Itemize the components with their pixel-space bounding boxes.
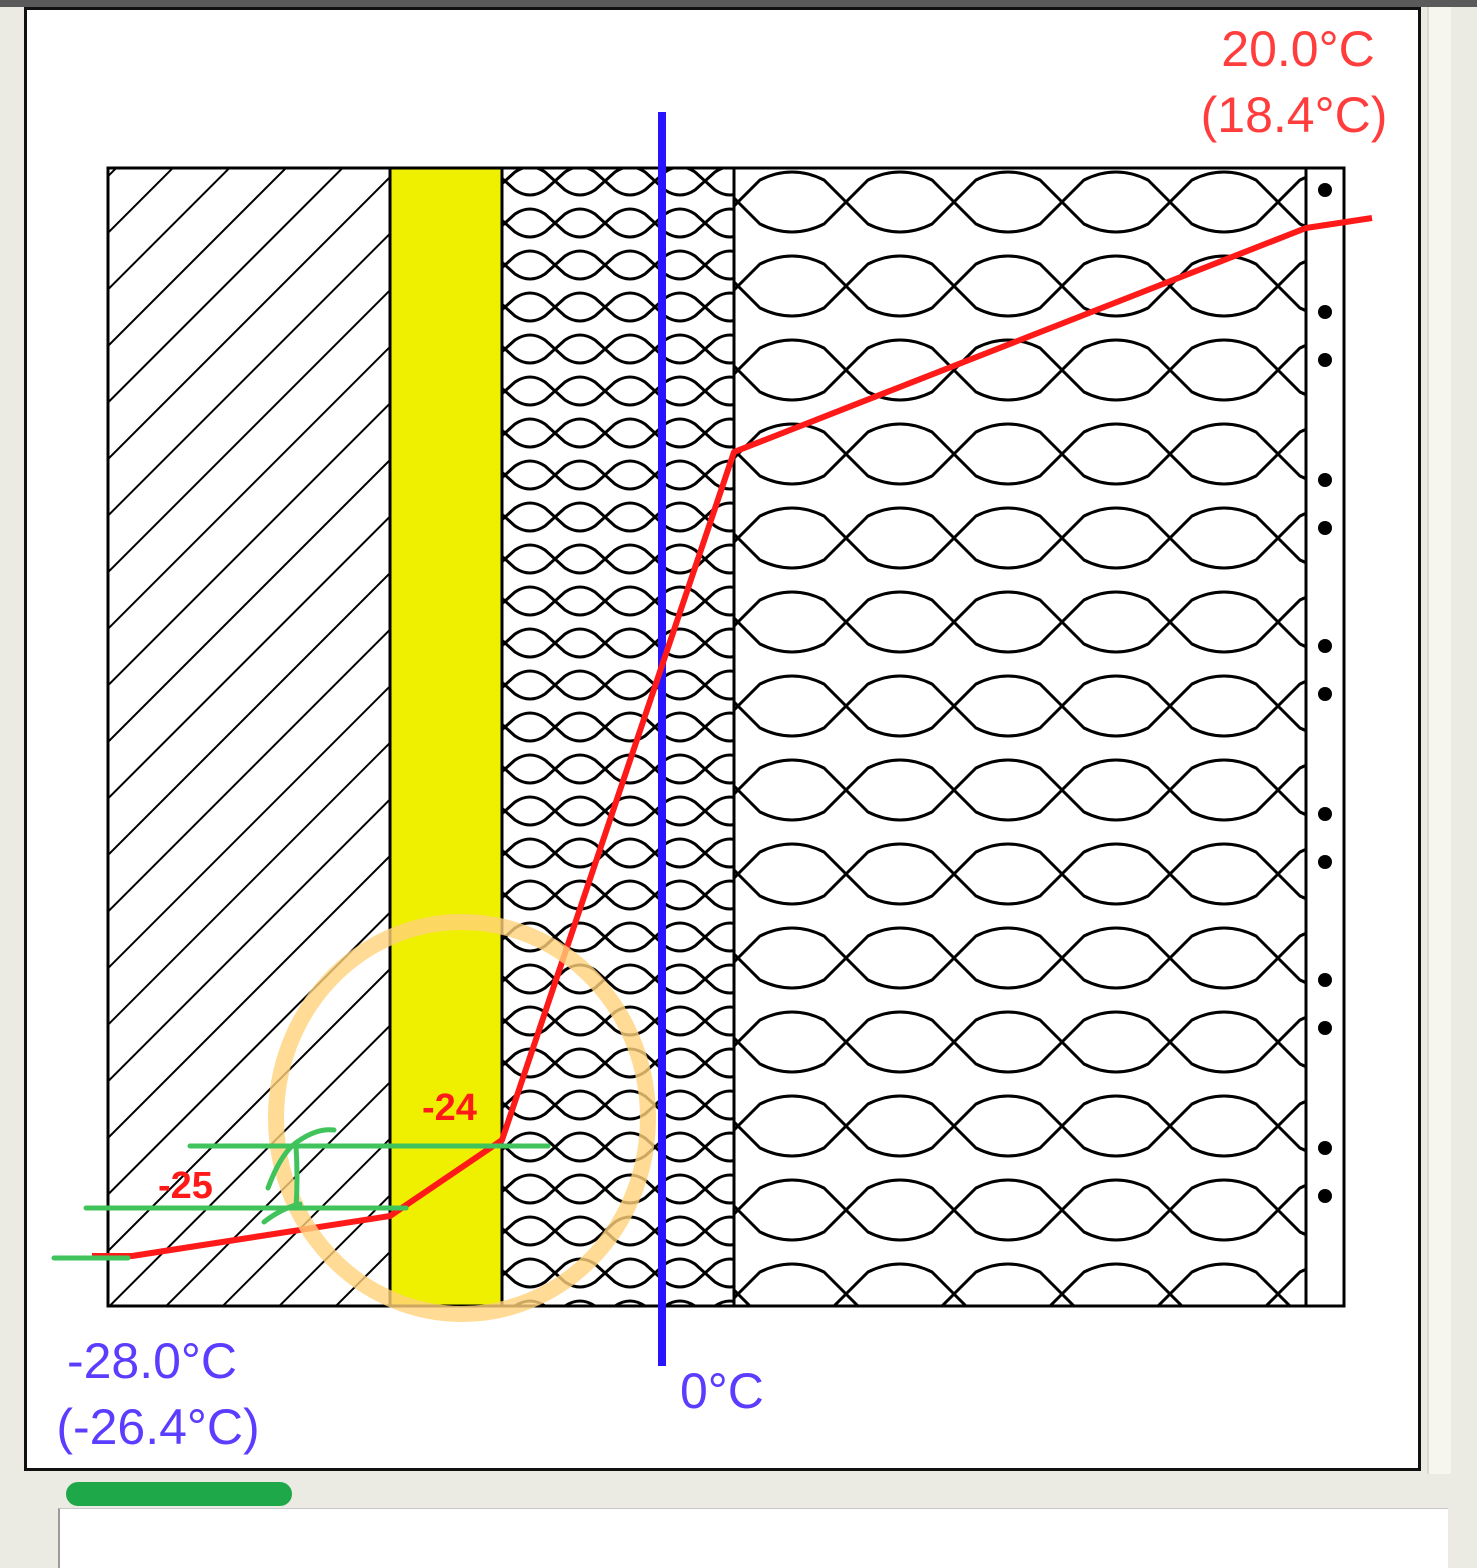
wall-outline — [106, 166, 1346, 1308]
inside-temp-alt-label: (18.4°C) — [1201, 87, 1388, 143]
outside-temp-label: -28.0°C — [67, 1333, 237, 1389]
zero-degree-label: 0°C — [680, 1363, 764, 1419]
annotation-mark-lower: -25 — [158, 1165, 213, 1207]
membrane-layer — [390, 168, 502, 1306]
temperature-curve — [92, 215, 1373, 1259]
insulation-layer-inner — [502, 168, 734, 1306]
horizontal-scroll-thumb[interactable] — [66, 1482, 292, 1506]
annotation-circle — [268, 914, 656, 1322]
insulation-layer-outer — [734, 168, 1306, 1306]
annotation-marks — [51, 1127, 551, 1261]
right-scrollbar-track[interactable] — [1427, 7, 1451, 1487]
window-top-border — [0, 0, 1477, 7]
annotation-mark-upper: -24 — [422, 1087, 477, 1129]
masonry-layer — [108, 168, 390, 1306]
outside-temp-alt-label: (-26.4°C) — [56, 1399, 259, 1455]
lining-layer — [1306, 168, 1344, 1306]
lining-dots — [1318, 183, 1332, 1203]
inside-temp-label: 20.0°C — [1221, 21, 1374, 77]
